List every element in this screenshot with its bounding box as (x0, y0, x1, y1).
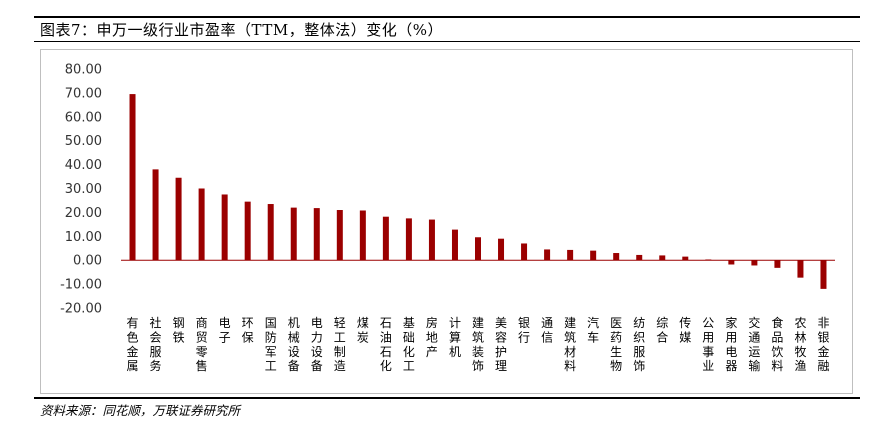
bar (475, 237, 481, 261)
bar (428, 219, 435, 261)
bar (728, 260, 735, 265)
x-tick-label: 美容护理 (495, 316, 507, 373)
bar (774, 260, 781, 268)
x-tick-label: 石油石化 (380, 316, 392, 373)
bar (290, 207, 297, 261)
bar (313, 208, 320, 261)
x-tick-label: 食品饮料 (771, 315, 783, 373)
source-rule (34, 397, 860, 399)
y-tick-label: -20.00 (60, 302, 102, 317)
bar (521, 243, 528, 261)
bar (382, 216, 389, 261)
x-tick-label: 非银金融 (817, 316, 829, 373)
x-tick-label: 交通运输 (748, 315, 760, 373)
x-tick-label: 银行 (518, 316, 530, 344)
x-tick-label: 煤炭 (357, 316, 369, 344)
bar (705, 259, 712, 261)
x-tick-label: 电力设备 (311, 316, 323, 373)
bar (267, 204, 274, 261)
y-tick-label: 20.00 (65, 206, 102, 221)
bar (129, 94, 136, 261)
x-tick-label: 国防军工 (265, 316, 277, 373)
x-tick-label: 轻工制造 (334, 316, 346, 373)
x-tick-label: 农林牧渔 (794, 316, 806, 373)
y-tick-label: 80.00 (65, 63, 102, 78)
bar (498, 238, 505, 261)
x-tick-label: 汽车 (587, 315, 599, 344)
title-top-rule (34, 16, 860, 18)
x-tick-label: 医药生物 (610, 316, 622, 373)
figure-title: 图表7：申万一级行业市盈率（TTM，整体法）变化（%） (40, 21, 443, 39)
bar (820, 260, 827, 289)
y-tick-label: 40.00 (65, 158, 102, 173)
x-tick-label: 社会服务 (150, 315, 162, 373)
x-tick-label: 家用电器 (725, 315, 737, 373)
bar (451, 229, 458, 261)
x-tick-label: 通信 (541, 316, 553, 344)
x-tick-label: 钢铁 (173, 316, 185, 344)
bar (405, 218, 412, 261)
bar (590, 250, 597, 261)
y-tick-label: -10.00 (60, 278, 102, 293)
bar (682, 256, 689, 261)
x-tick-label: 房地产 (426, 315, 438, 359)
x-tick-label: 机械设备 (288, 316, 300, 373)
bar (198, 188, 205, 261)
bar (613, 253, 620, 261)
y-tick-label: 60.00 (65, 110, 102, 125)
bar (797, 260, 804, 278)
bar (567, 249, 574, 261)
bar (152, 169, 159, 261)
chart-frame (40, 49, 853, 394)
y-tick-label: 10.00 (65, 230, 102, 245)
bar (659, 255, 666, 261)
bar (359, 210, 366, 261)
x-tick-label: 公用事业 (702, 316, 714, 373)
source-note: 资料来源：同花顺，万联证券研究所 (40, 403, 241, 418)
x-tick-label: 电子 (219, 316, 231, 344)
bar (544, 249, 551, 261)
x-tick-label: 纺织服饰 (633, 316, 645, 373)
title-bottom-rule (34, 41, 860, 42)
x-tick-label: 计算机 (449, 316, 461, 359)
y-tick-label: 50.00 (65, 134, 102, 149)
y-tick-label: 70.00 (65, 86, 102, 101)
bar (221, 194, 228, 261)
bar-chart: 80.00 70.00 60.00 50.00 40.00 30.00 20.00 10.00… (60, 63, 835, 373)
x-tick-label: 基础化工 (403, 316, 415, 373)
x-tick-label: 建筑材料 (564, 316, 576, 373)
x-tick-label: 综合 (656, 316, 668, 344)
x-tick-label: 传媒 (679, 315, 691, 344)
x-tick-label: 商贸零售 (196, 315, 208, 373)
bar (244, 201, 251, 261)
bar (336, 210, 343, 261)
bar (751, 260, 758, 266)
y-tick-label: 30.00 (65, 182, 102, 197)
y-tick-label: 0.00 (73, 254, 102, 269)
bar (175, 177, 182, 261)
x-tick-label: 建筑装饰 (472, 316, 484, 373)
x-tick-label: 有色金属 (127, 316, 139, 373)
x-tick-label: 环保 (242, 316, 254, 344)
bar (636, 254, 643, 261)
